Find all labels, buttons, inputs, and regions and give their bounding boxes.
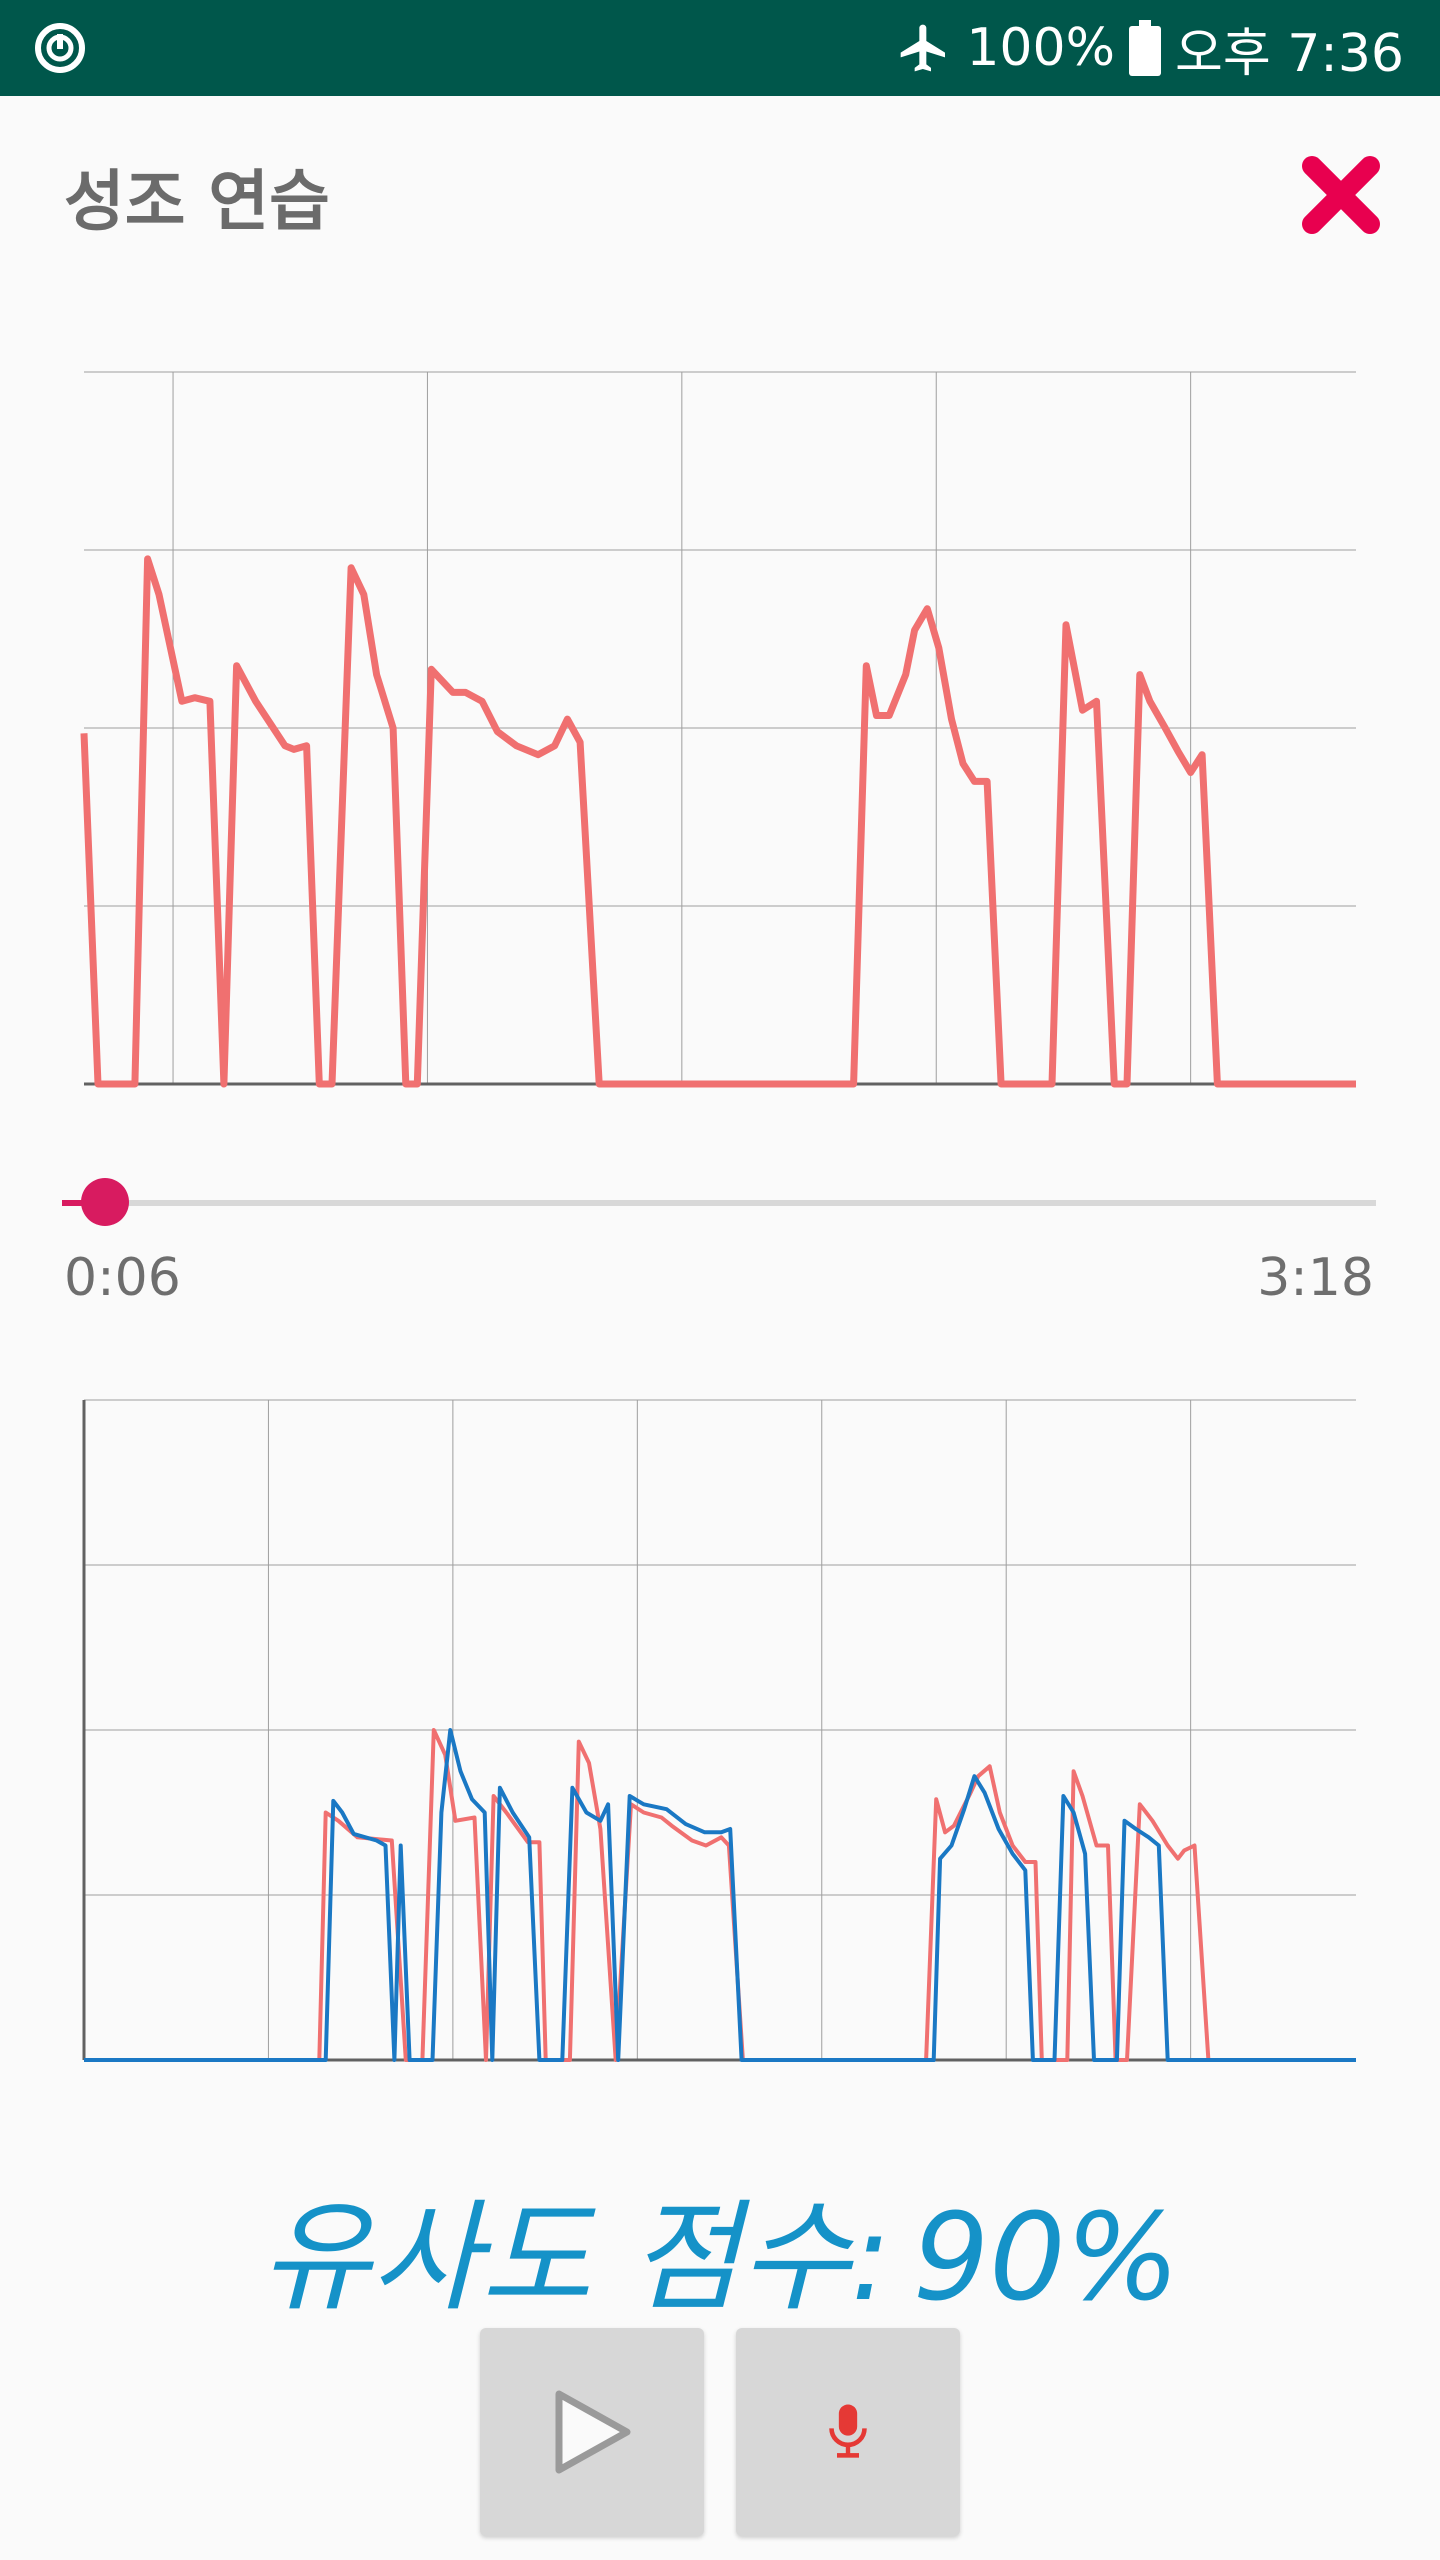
power-ring-icon bbox=[35, 23, 85, 73]
score-label: 유사도 점수: bbox=[260, 2189, 891, 2328]
battery-icon bbox=[1129, 20, 1162, 76]
page-title: 성조 연습 bbox=[64, 163, 330, 240]
reference-pitch-chart bbox=[80, 371, 1356, 1088]
close-icon bbox=[1302, 156, 1380, 234]
seek-thumb[interactable] bbox=[81, 1178, 130, 1226]
current-time: 0:06 bbox=[64, 1248, 181, 1308]
play-button[interactable] bbox=[480, 2328, 704, 2536]
score-value: 90% bbox=[912, 2189, 1180, 2328]
status-bar: 100% 오후 7:36 bbox=[0, 0, 1440, 96]
play-icon bbox=[555, 2390, 631, 2474]
microphone-icon bbox=[829, 2404, 867, 2458]
record-button[interactable] bbox=[736, 2328, 960, 2536]
airplane-icon bbox=[901, 24, 946, 72]
seek-bar[interactable] bbox=[62, 1178, 1376, 1226]
battery-percent: 100% bbox=[966, 18, 1116, 78]
comparison-pitch-chart bbox=[82, 1399, 1356, 2062]
clock: 오후 7:36 bbox=[1175, 23, 1404, 84]
total-time: 3:18 bbox=[1257, 1248, 1374, 1308]
similarity-score: 유사도 점수: 90% bbox=[0, 2160, 1440, 2334]
series-line-1 bbox=[80, 555, 1356, 1088]
close-button[interactable] bbox=[1296, 150, 1386, 240]
series-line-2 bbox=[84, 1728, 1356, 2062]
series-line-1 bbox=[84, 1728, 1356, 2062]
seek-track bbox=[62, 1200, 1376, 1206]
